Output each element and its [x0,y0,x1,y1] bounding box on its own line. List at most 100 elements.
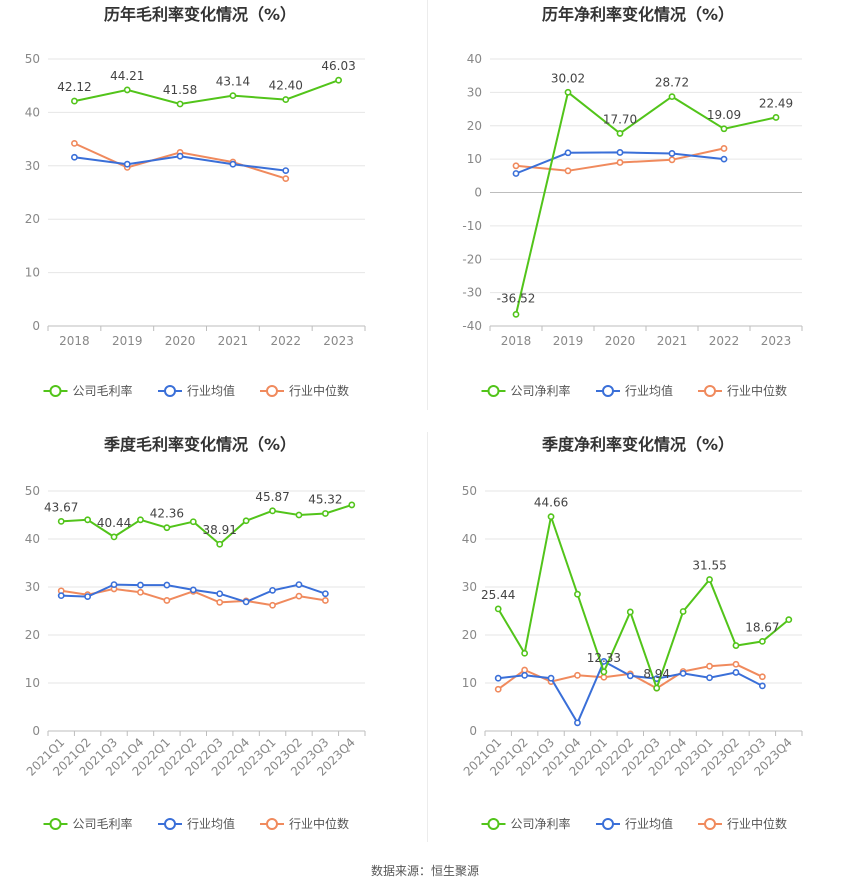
data-label: 30.02 [551,71,585,85]
data-point-company [123,86,131,94]
data-point-company [758,637,766,645]
data-point-industry_avg [706,674,713,682]
x-tick-label: 2020 [165,334,196,348]
legend-swatch-marker [487,385,500,397]
y-tick-label: -40 [462,319,482,333]
chart-title: 季度毛利率变化情况（%） [103,435,296,454]
legend-item: 公司毛利率 [43,383,133,398]
data-point-company [216,540,224,548]
data-point-company [521,649,529,657]
data-point-company [653,684,661,692]
legend-swatch-marker [487,818,500,830]
data-point-company [720,125,728,133]
data-label: 46.03 [321,59,355,73]
y-tick-label: 10 [467,152,482,166]
data-point-company [84,516,92,524]
y-tick-label: -20 [462,252,482,266]
data-point-company [600,668,608,676]
data-point-company [163,524,171,532]
data-point-industry_median [732,660,740,668]
data-point-company [679,608,687,615]
y-tick-label: 10 [25,676,40,690]
data-label: 41.58 [163,83,197,97]
data-point-industry_avg [564,149,572,157]
legend-swatch-marker [49,385,62,397]
data-point-company [189,518,197,526]
data-point-industry_avg [137,581,144,589]
data-label: 31.55 [692,559,726,573]
data-point-industry_median [758,673,766,681]
legend-item: 行业均值 [158,383,235,398]
data-label: 44.66 [534,496,568,510]
data-point-company [335,76,342,84]
y-tick-label: 40 [25,532,40,546]
legend-swatch-marker [704,385,716,397]
x-tick-label: 2020 [605,334,636,348]
x-tick-label: 2018 [501,334,532,348]
y-tick-label: 10 [462,676,477,690]
y-tick-label: -30 [462,286,482,300]
data-point-industry_avg [242,598,250,606]
data-point-industry_avg [679,670,687,677]
legend-label: 行业中位数 [289,383,349,398]
data-point-company [564,88,572,96]
legend-label: 公司净利率 [511,816,571,831]
y-tick-label: 50 [25,484,40,498]
legend-swatch-marker [704,818,716,830]
legend-item: 公司净利率 [481,816,571,831]
legend-item: 公司毛利率 [43,816,133,831]
y-tick-label: 40 [462,532,477,546]
data-point-company [785,616,793,624]
y-tick-label: 20 [25,212,40,226]
x-tick-label: 2018 [59,334,90,348]
data-point-industry_median [512,162,520,170]
data-point-industry_median [163,597,171,604]
x-tick-label: 2023 [761,334,792,348]
x-tick-label: 2022 [270,334,301,348]
data-point-industry_avg [626,672,634,680]
data-source-note: 数据来源：恒生聚源 [370,864,479,878]
data-label: 22.49 [759,96,793,110]
data-label: 25.44 [481,588,515,602]
data-point-industry_median [282,175,290,183]
data-label: 42.40 [269,79,303,93]
data-point-industry_avg [494,674,502,682]
data-label: 17.70 [603,112,637,126]
data-label: 40.44 [97,516,131,530]
y-tick-label: 0 [474,186,482,200]
legend-label: 行业中位数 [289,816,349,831]
data-point-company [57,517,65,525]
data-point-company [242,517,250,525]
data-point-industry_avg [110,581,118,588]
legend-swatch-marker [266,818,278,830]
legend-item: 行业中位数 [698,816,787,831]
legend-item: 公司净利率 [481,383,571,398]
legend-swatch-marker [266,385,278,397]
series-line-company [515,90,777,315]
data-point-industry_median [720,145,728,152]
legend-label: 行业中位数 [727,383,787,398]
data-point-industry_median [269,601,276,609]
legend-item: 行业均值 [596,383,673,398]
x-tick-label: 2021 [657,334,688,348]
data-point-company [348,501,356,509]
y-tick-label: 50 [462,484,477,498]
legend-item: 行业中位数 [698,383,787,398]
data-point-industry_avg [84,593,92,600]
y-tick-label: 20 [25,628,40,642]
legend-label: 行业均值 [187,383,235,398]
data-point-industry_avg [668,150,676,157]
data-point-industry_avg [229,160,237,168]
data-label: 42.36 [150,507,184,521]
data-point-industry_median [216,598,224,606]
y-tick-label: 30 [467,85,482,99]
data-point-company [706,576,713,583]
data-label: 38.91 [203,523,237,537]
data-label: -36.52 [497,291,536,305]
data-label: 12.33 [587,651,621,665]
data-point-company [321,510,329,517]
x-tick-label: 2021 [218,334,249,348]
x-tick-label: 2019 [112,334,143,348]
data-point-industry_avg [57,592,65,600]
